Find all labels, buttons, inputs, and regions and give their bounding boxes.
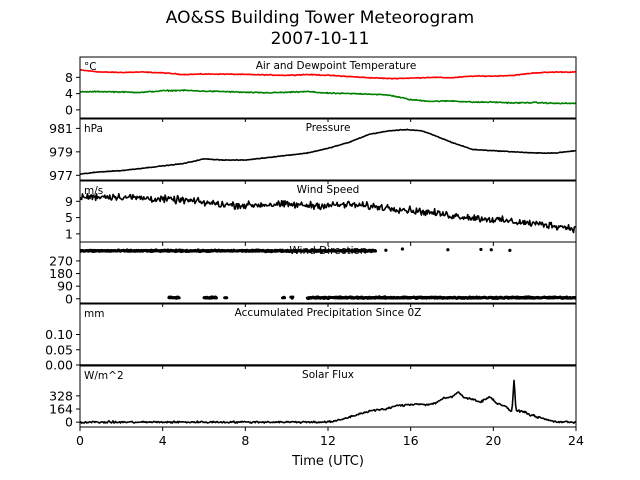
y-tick-label: 9 [65, 194, 73, 209]
series-line-2-0 [80, 192, 576, 234]
y-tick-label: 328 [49, 388, 73, 403]
y-tick-label: 981 [49, 121, 73, 136]
x-tick-label: 4 [159, 433, 167, 448]
panel-unit-label: m/s [84, 185, 103, 197]
x-tick-label: 0 [76, 433, 84, 448]
y-tick-label: 0 [65, 291, 73, 306]
panel-unit-label: mm [84, 308, 104, 320]
y-tick-label: 0 [65, 102, 73, 117]
wind-direction-point [374, 249, 378, 253]
y-tick-label: 0.05 [45, 342, 73, 357]
wind-direction-point [363, 248, 367, 252]
panel-4: 0.000.050.10 mm Accumulated Precipitation … [45, 303, 577, 373]
panel-2: 159 m/s Wind Speed [65, 180, 577, 246]
y-tick-label: 4 [65, 86, 73, 101]
x-tick-label: 16 [403, 433, 419, 448]
series-line-5-0 [80, 379, 576, 424]
wind-direction-point [177, 296, 181, 300]
panel-unit-label: hPa [84, 123, 103, 135]
x-tick-label: 24 [568, 433, 584, 448]
panel-data-3 [80, 247, 576, 301]
wind-direction-point [400, 247, 404, 251]
x-tick-label: 8 [241, 433, 249, 448]
x-axis-label: Time (UTC) [291, 454, 364, 469]
series-line-0-1 [80, 88, 576, 105]
panel-unit-label: °C [84, 61, 97, 73]
y-tick-label: 90 [57, 279, 73, 294]
wind-direction-point [283, 296, 287, 300]
x-tick-label: 12 [320, 433, 336, 448]
panel-title: Pressure [306, 122, 351, 134]
series-line-0-0 [80, 68, 576, 80]
panel-unit-label: W/m^2 [84, 370, 124, 382]
wind-direction-point [225, 296, 229, 300]
panel-1: 977 979 981 hPa Pressure [49, 118, 577, 184]
wind-direction-point [508, 248, 512, 253]
y-tick-label: 0.00 [45, 358, 73, 373]
panel-data-5 [80, 379, 576, 424]
y-tick-label: 977 [49, 168, 73, 183]
panel-title: Accumulated Precipitation Since 0Z [235, 307, 422, 319]
y-tick-label: 1 [65, 226, 73, 241]
wind-direction-point [479, 247, 483, 252]
wind-direction-point [446, 248, 450, 252]
panel-title: Wind Direction [289, 245, 366, 257]
x-tick-label: 20 [485, 433, 501, 448]
panel-0: 048 °C Air and Dewpoint Temperature [65, 56, 577, 122]
panel-data-2 [80, 192, 576, 234]
chart-title-line-2: 2007-10-11 [270, 29, 370, 49]
panel-data-0 [80, 68, 576, 105]
series-line-1-0 [80, 128, 576, 176]
wind-direction-point [214, 296, 218, 300]
wind-direction-point [489, 248, 493, 252]
wind-direction-point [353, 248, 357, 252]
panel-title: Wind Speed [297, 184, 360, 196]
panel-data-1 [80, 128, 576, 176]
panel-title: Solar Flux [302, 369, 354, 381]
y-tick-label: 180 [49, 266, 73, 281]
y-tick-label: 8 [65, 70, 73, 85]
panel-title: Air and Dewpoint Temperature [256, 60, 417, 72]
wind-direction-point [384, 248, 388, 252]
y-tick-label: 0 [65, 415, 73, 430]
wind-direction-point [291, 295, 295, 299]
y-tick-label: 979 [49, 144, 73, 159]
y-tick-label: 5 [65, 210, 73, 225]
y-tick-label: 164 [49, 402, 73, 417]
chart-title-line-1: AO&SS Building Tower Meteorogram [165, 8, 475, 28]
y-tick-label: 270 [49, 253, 73, 268]
y-tick-label: 0.10 [45, 327, 73, 342]
